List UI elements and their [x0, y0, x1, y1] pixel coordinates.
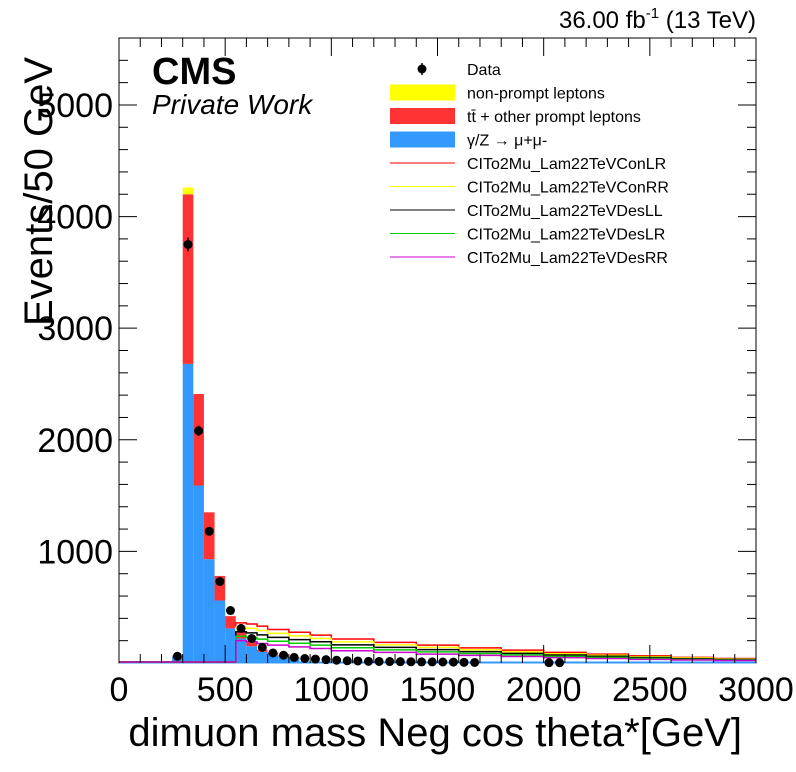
- x-tick-label-4: 2000: [506, 671, 582, 709]
- bar-0-9: [257, 651, 268, 663]
- legend-swatch-1: [390, 108, 455, 124]
- data-point-27: [459, 657, 469, 667]
- data-point-30: [555, 658, 565, 668]
- bar-1-3: [193, 394, 204, 486]
- y-tick-label-4: 5000: [37, 87, 113, 125]
- legend-signal-label-3: CITo2Mu_Lam22TeVDesLR: [467, 227, 665, 244]
- data-point-25: [438, 657, 448, 667]
- data-point-24: [427, 657, 437, 667]
- data-point-3: [204, 526, 214, 536]
- data-point-6: [236, 623, 246, 633]
- data-point-10: [279, 650, 289, 660]
- bar-1-6: [225, 616, 236, 629]
- legend-swatch-2: [390, 84, 455, 101]
- data-point-7: [247, 633, 257, 643]
- bar-0-4: [203, 559, 215, 663]
- x-tick-label-3: 1500: [400, 671, 476, 709]
- lumi-label: 36.00 fb-1 (13 TeV): [559, 5, 756, 34]
- legend: Data non-prompt leptons tt̄ + other prompt…: [390, 62, 669, 267]
- x-tick-label-0: 0: [110, 671, 129, 709]
- legend-data-marker: [417, 64, 427, 74]
- data-point-11: [289, 652, 299, 662]
- data-point-14: [321, 655, 331, 665]
- data-point-5: [225, 606, 235, 616]
- bar-0-2: [182, 363, 194, 663]
- bar-0-5: [214, 600, 226, 663]
- legend-swatch-0: [390, 131, 455, 148]
- legend-label-2: non-prompt leptons: [467, 86, 605, 103]
- data-point-17: [353, 656, 363, 666]
- data-point-16: [342, 656, 352, 666]
- legend-signal-label-1: CITo2Mu_Lam22TeVConRR: [467, 180, 669, 197]
- data-point-0: [172, 651, 182, 661]
- experiment-label: CMS: [152, 51, 236, 93]
- data-point-12: [300, 654, 310, 664]
- data-point-23: [417, 657, 427, 667]
- data-point-21: [395, 657, 405, 667]
- legend-signal-label-2: CITo2Mu_Lam22TeVDesLL: [467, 203, 663, 220]
- bar-1-8: [246, 642, 258, 647]
- x-tick-label-6: 3000: [718, 671, 794, 709]
- legend-label-0: γ/Z → μ+μ-: [467, 133, 547, 150]
- legend-signal-label-0: CITo2Mu_Lam22TeVConLR: [467, 156, 666, 173]
- data-point-1: [183, 239, 193, 249]
- bar-0-6: [225, 628, 236, 663]
- x-tick-label-5: 2500: [612, 671, 688, 709]
- bar-1-7: [235, 631, 247, 639]
- y-tick-label-3: 4000: [37, 199, 113, 237]
- bar-2-2: [182, 187, 194, 195]
- axis-ticks: 0 500 1000 1500 2000 2500 3000 1000 2000 3000 4000…: [37, 38, 794, 709]
- data-point-9: [268, 648, 278, 658]
- data-point-15: [332, 655, 342, 665]
- data-point-20: [385, 657, 395, 667]
- status-label: Private Work: [152, 89, 314, 120]
- bar-0-10: [267, 654, 279, 663]
- x-tick-label-1: 500: [197, 671, 254, 709]
- data-point-4: [215, 577, 225, 587]
- bar-0-3: [193, 485, 204, 663]
- legend-label-1: tt̄ + other prompt leptons: [467, 109, 641, 126]
- x-axis-title: dimuon mass Neg cos theta*[GeV]: [128, 711, 742, 755]
- legend-signal-label-4: CITo2Mu_Lam22TeVDesRR: [467, 250, 668, 267]
- bar-0-8: [246, 646, 258, 663]
- data-points: [172, 237, 565, 668]
- bar-0-7: [235, 638, 247, 663]
- y-tick-label-0: 1000: [37, 533, 113, 571]
- data-point-28: [470, 657, 480, 667]
- bar-1-5: [214, 575, 226, 601]
- data-point-8: [257, 642, 267, 652]
- data-point-18: [363, 656, 373, 666]
- y-axis-title: Events/50 GeV: [17, 57, 61, 326]
- data-point-13: [310, 654, 320, 664]
- x-tick-label-2: 1000: [294, 671, 370, 709]
- legend-data-label: Data: [467, 62, 501, 79]
- data-point-2: [194, 426, 204, 436]
- data-point-19: [374, 656, 384, 666]
- y-tick-label-2: 3000: [37, 310, 113, 348]
- data-point-26: [448, 657, 458, 667]
- y-tick-label-1: 2000: [37, 422, 113, 460]
- data-point-29: [544, 658, 554, 668]
- bar-1-2: [182, 194, 194, 364]
- data-point-22: [406, 657, 416, 667]
